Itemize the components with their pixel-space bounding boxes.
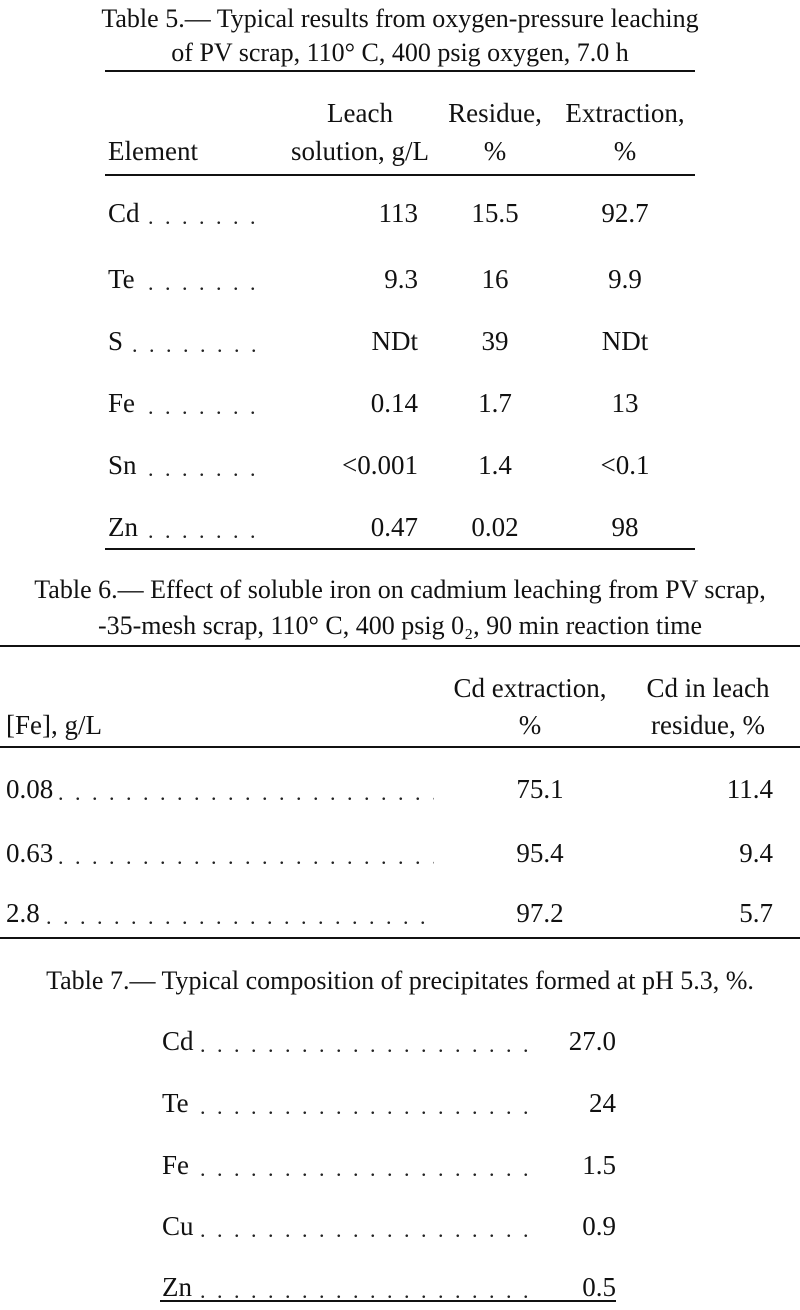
table5-header-element: Element (108, 136, 198, 166)
table7-caption: Table 7.— Typical composition of precipi… (46, 966, 754, 995)
table6-header-rule (0, 746, 800, 748)
table5-element-cell: Te (108, 264, 135, 294)
table7-element-cell: Zn (162, 1272, 192, 1302)
leader-dots: . . . . . . . . . . . . . . . . . . . . … (148, 520, 268, 542)
table5-top-rule (105, 70, 695, 72)
table5-leach-cell: <0.001 (342, 450, 418, 480)
table7-bottom-rule (160, 1300, 616, 1302)
table5-extraction-cell: <0.1 (600, 450, 650, 480)
table5-extraction-cell: 98 (611, 512, 639, 542)
leader-dots: . . . . . . . . . . . . . . . . . . . . … (200, 1096, 536, 1118)
table6-header-fe: [Fe], g/L (6, 710, 102, 740)
table5-element-cell: Fe (108, 388, 135, 418)
table7-value-cell: 27.0 (568, 1026, 616, 1056)
table5-leach-cell: 0.14 (370, 388, 418, 418)
leader-dots: . . . . . . . . . . . . . . . . . . . . … (132, 334, 268, 356)
leader-dots: . . . . . . . . . . . . . . . . . . . . … (46, 906, 434, 928)
table5-residue-cell: 0.02 (471, 512, 519, 542)
table5-element-cell: Sn (108, 450, 137, 480)
leader-dots: . . . . . . . . . . . . . . . . . . . . … (148, 458, 268, 480)
table7-value-cell: 0.5 (582, 1272, 616, 1302)
table5-bottom-rule (105, 548, 695, 550)
table5-header-extraction-2: % (613, 136, 637, 166)
leader-dots: . . . . . . . . . . . . . . . . . . . . … (200, 1034, 536, 1056)
table6-cd-extraction-cell: 95.4 (516, 838, 564, 868)
table5-extraction-cell: 9.9 (608, 264, 642, 294)
table5-header-rule (105, 174, 695, 176)
table5-header-residue-2: % (483, 136, 507, 166)
table7-element-cell: Fe (162, 1150, 189, 1180)
table5-leach-cell: 0.47 (370, 512, 418, 542)
table5-residue-cell: 1.4 (478, 450, 512, 480)
leader-dots: . . . . . . . . . . . . . . . . . . . . … (58, 846, 434, 868)
leader-dots: . . . . . . . . . . . . . . . . . . . . … (58, 782, 434, 804)
table7-value-cell: 24 (589, 1088, 616, 1118)
table5-extraction-cell: NDt (601, 326, 649, 356)
table6-cd-extraction-cell: 97.2 (516, 898, 564, 928)
table5-residue-cell: 15.5 (471, 198, 519, 228)
table5-extraction-cell: 92.7 (601, 198, 649, 228)
table7-element-cell: Cu (162, 1211, 194, 1241)
leader-dots: . . . . . . . . . . . . . . . . . . . . … (148, 272, 268, 294)
table7-element-cell: Cd (162, 1026, 194, 1056)
leader-dots: . . . . . . . . . . . . . . . . . . . . … (200, 1158, 536, 1180)
table6-header-cd-residue-1: Cd in leach (646, 673, 770, 703)
table7-value-cell: 0.9 (582, 1211, 616, 1241)
table6-fe-cell: 0.08 (6, 774, 54, 804)
table6-cd-residue-cell: 9.4 (739, 838, 773, 868)
table6-fe-cell: 0.63 (6, 838, 54, 868)
table5-header-leach-1: Leach (327, 98, 393, 128)
table6-cd-residue-cell: 5.7 (739, 898, 773, 928)
leader-dots: . . . . . . . . . . . . . . . . . . . . … (200, 1280, 536, 1302)
table6-header-cd-residue-2: residue, % (651, 710, 765, 740)
table6-fe-cell: 2.8 (6, 898, 40, 928)
leader-dots: . . . . . . . . . . . . . . . . . . . . … (148, 396, 268, 418)
table5-element-cell: Cd (108, 198, 140, 228)
table6-cd-residue-cell: 11.4 (726, 774, 773, 804)
table5-residue-cell: 39 (481, 326, 509, 356)
table5-residue-cell: 1.7 (478, 388, 512, 418)
table7-element-cell: Te (162, 1088, 189, 1118)
table6-caption-line2: -35-mesh scrap, 110° C, 400 psig 0₂, 90 … (97, 611, 703, 640)
table5-leach-cell: NDt (371, 326, 419, 356)
table5-leach-cell: 113 (378, 198, 419, 228)
table5-header-leach-2: solution, g/L (290, 136, 429, 166)
table5-extraction-cell: 13 (611, 388, 639, 418)
table5-header-residue-1: Residue, (448, 98, 542, 128)
table5-element-cell: S (108, 326, 124, 356)
leader-dots: . . . . . . . . . . . . . . . . . . . . … (200, 1219, 536, 1241)
table5-residue-cell: 16 (481, 264, 509, 294)
table5-leach-cell: 9.3 (384, 264, 418, 294)
table5-caption-line2: of PV scrap, 110° C, 400 psig oxygen, 7.… (171, 38, 629, 67)
table5-header-extraction-1: Extraction, (565, 98, 685, 128)
table5-caption-line1: Table 5.— Typical results from oxygen-pr… (101, 4, 699, 33)
table6-top-rule (0, 645, 800, 647)
table6-caption-line1: Table 6.— Effect of soluble iron on cadm… (34, 575, 766, 604)
table6-bottom-rule (0, 937, 800, 939)
table6-header-cd-extraction-2: % (518, 710, 542, 740)
table6-header-cd-extraction-1: Cd extraction, (453, 673, 607, 703)
table7-value-cell: 1.5 (582, 1150, 616, 1180)
leader-dots: . . . . . . . . . . . . . . . . . . . . … (148, 206, 268, 228)
table5-element-cell: Zn (108, 512, 138, 542)
table6-cd-extraction-cell: 75.1 (516, 774, 564, 804)
